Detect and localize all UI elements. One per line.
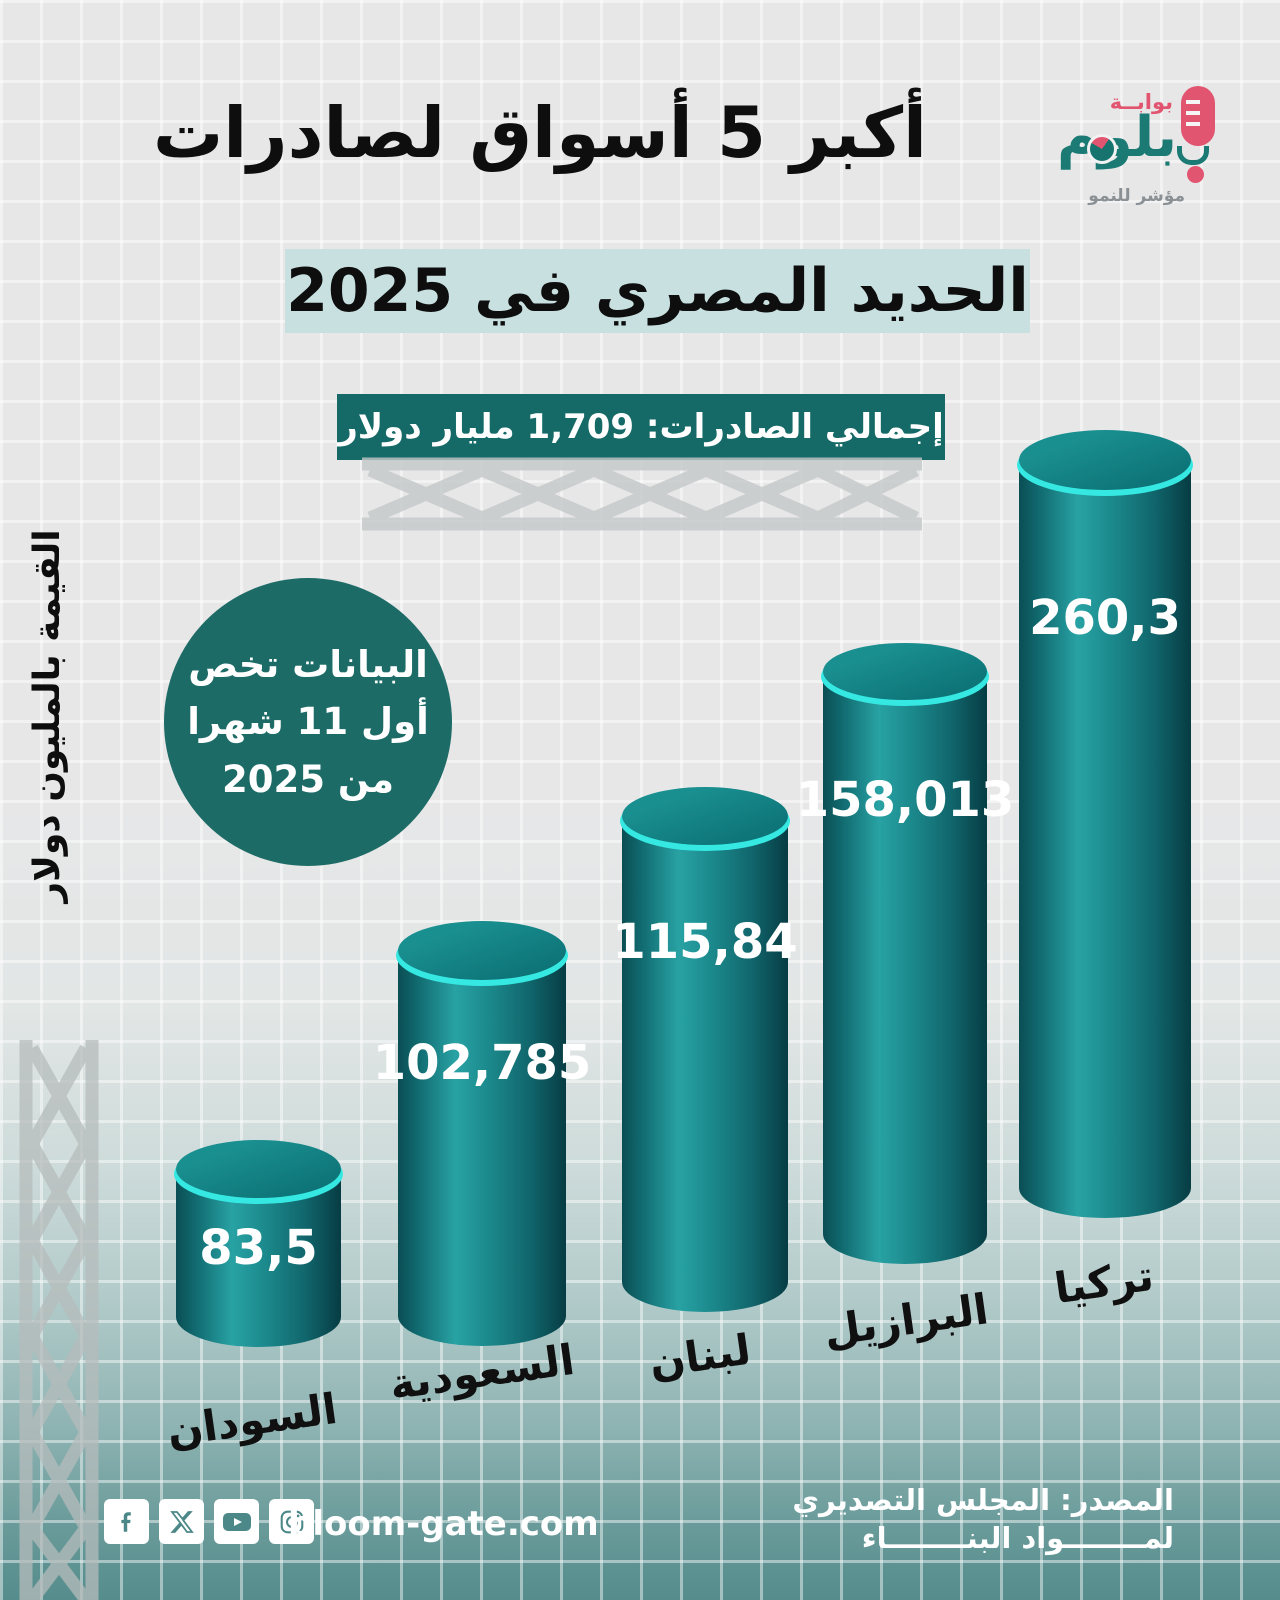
pie-chart-icon xyxy=(1087,134,1117,164)
note-line-2: أول 11 شهرا xyxy=(187,700,429,744)
bar-cylinder: 83,5 xyxy=(174,1140,343,1347)
bar-cylinder: 115,84 xyxy=(612,787,798,1312)
bar-cap xyxy=(622,787,788,845)
bar-label: السودان xyxy=(163,1383,341,1457)
logo-tagline: مؤشر للنمو xyxy=(1088,186,1185,206)
bar-cap xyxy=(1019,430,1191,490)
microphone-stand xyxy=(1177,146,1209,165)
bar-body xyxy=(398,950,566,1346)
social-icons-row xyxy=(104,1499,314,1544)
website-link[interactable]: bloom-gate.com xyxy=(288,1504,599,1544)
total-exports-banner: إجمالي الصادرات: 1,709 مليار دولار xyxy=(337,394,945,460)
microphone-base-dot xyxy=(1187,166,1204,183)
instagram-icon[interactable] xyxy=(269,1499,314,1544)
x-icon[interactable] xyxy=(159,1499,204,1544)
data-period-note: البيانات تخص أول 11 شهرا من 2025 xyxy=(164,578,452,866)
page-title: أكبر 5 أسواق لصادرات xyxy=(152,92,928,174)
bar-value: 158,013 xyxy=(795,772,1015,828)
bar-cylinder: 260,3 xyxy=(1017,430,1193,1218)
note-line-1: البيانات تخص xyxy=(188,642,428,686)
y-axis-label: القيمة بالمليون دولار xyxy=(27,529,68,903)
bar-value: 102,785 xyxy=(372,1035,592,1091)
logo-wordmark: بلوم xyxy=(1056,105,1177,170)
source-note: المصدر: المجلس التصديري لمــــــــواد ال… xyxy=(792,1482,1174,1557)
bar-body xyxy=(823,671,987,1264)
truss-graphic-vertical xyxy=(19,1040,99,1600)
bar-cylinder: 158,013 xyxy=(796,643,1014,1264)
bar-label: تركيا xyxy=(1051,1250,1157,1314)
bar-cap xyxy=(176,1140,341,1198)
source-line-2: لمــــــــواد البنــــــــاء xyxy=(861,1520,1174,1555)
bar-value: 115,84 xyxy=(612,914,798,970)
source-line-1: المصدر: المجلس التصديري xyxy=(792,1483,1174,1517)
bar-body xyxy=(1019,460,1191,1218)
page-subtitle-highlighted: الحديد المصري في 2025 xyxy=(285,249,1030,333)
bar-value: 83,5 xyxy=(199,1220,318,1276)
note-line-3: من 2025 xyxy=(221,757,395,801)
bar-cap xyxy=(398,921,566,980)
youtube-icon[interactable] xyxy=(214,1499,259,1544)
bloom-gate-logo: بوابــة بلوم مؤشر للنمو xyxy=(1040,62,1255,212)
bar-label: البرازيل xyxy=(820,1284,992,1356)
bar-body xyxy=(622,816,788,1312)
facebook-icon[interactable] xyxy=(104,1499,149,1544)
bar-cylinder: 102,785 xyxy=(373,921,591,1346)
microphone-grill xyxy=(1186,100,1200,132)
bar-cap xyxy=(823,643,987,700)
bar-label: لبنان xyxy=(646,1324,754,1388)
logo-top-word: بوابــة xyxy=(1109,90,1173,114)
bar-value: 260,3 xyxy=(1029,590,1181,646)
microphone-icon xyxy=(1181,86,1215,146)
truss-graphic-horizontal xyxy=(362,457,922,531)
